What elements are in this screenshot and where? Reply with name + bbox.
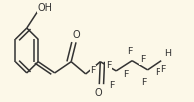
Text: F: F xyxy=(106,61,111,70)
Text: F: F xyxy=(123,70,129,79)
Text: F: F xyxy=(140,55,146,64)
Text: H: H xyxy=(164,49,171,58)
Text: F: F xyxy=(127,47,133,56)
Text: O: O xyxy=(73,30,81,40)
Text: F: F xyxy=(141,78,147,87)
Text: F: F xyxy=(90,66,96,75)
Text: F: F xyxy=(160,65,166,74)
Text: OH: OH xyxy=(37,3,52,13)
Text: O: O xyxy=(94,88,102,98)
Text: F: F xyxy=(109,81,114,90)
Text: F: F xyxy=(155,68,160,77)
